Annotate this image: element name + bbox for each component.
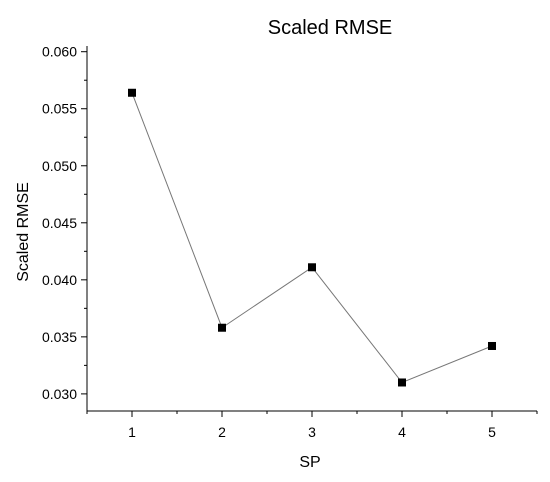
data-point: [308, 263, 316, 272]
data-point: [398, 378, 406, 387]
y-tick-label: 0.060: [42, 44, 77, 60]
series-group: [128, 88, 496, 387]
data-point: [128, 88, 136, 97]
x-tick-label: 5: [488, 424, 496, 440]
y-tick-label: 0.045: [42, 215, 77, 231]
chart-title: Scaled RMSE: [268, 17, 393, 39]
y-tick-label: 0.050: [42, 158, 77, 174]
x-tick-label: 2: [218, 424, 226, 440]
y-tick-label: 0.035: [42, 329, 77, 345]
axes: [86, 46, 537, 412]
x-tick-label: 3: [308, 424, 316, 440]
y-axis-title: Scaled RMSE: [15, 182, 32, 282]
x-axis-title: SP: [299, 454, 320, 471]
y-tick-label: 0.030: [42, 386, 77, 402]
data-point: [488, 341, 496, 350]
y-tick-label: 0.055: [42, 101, 77, 117]
y-tick-label: 0.040: [42, 272, 77, 288]
x-tick-label: 4: [398, 424, 406, 440]
series-line: [131, 92, 493, 384]
ticks: 0.030 0.035 0.040 0.045 0.050 0.055 0.060 1 2 3 4 5: [42, 44, 538, 440]
x-tick-label: 1: [128, 424, 136, 440]
data-point: [218, 323, 226, 332]
